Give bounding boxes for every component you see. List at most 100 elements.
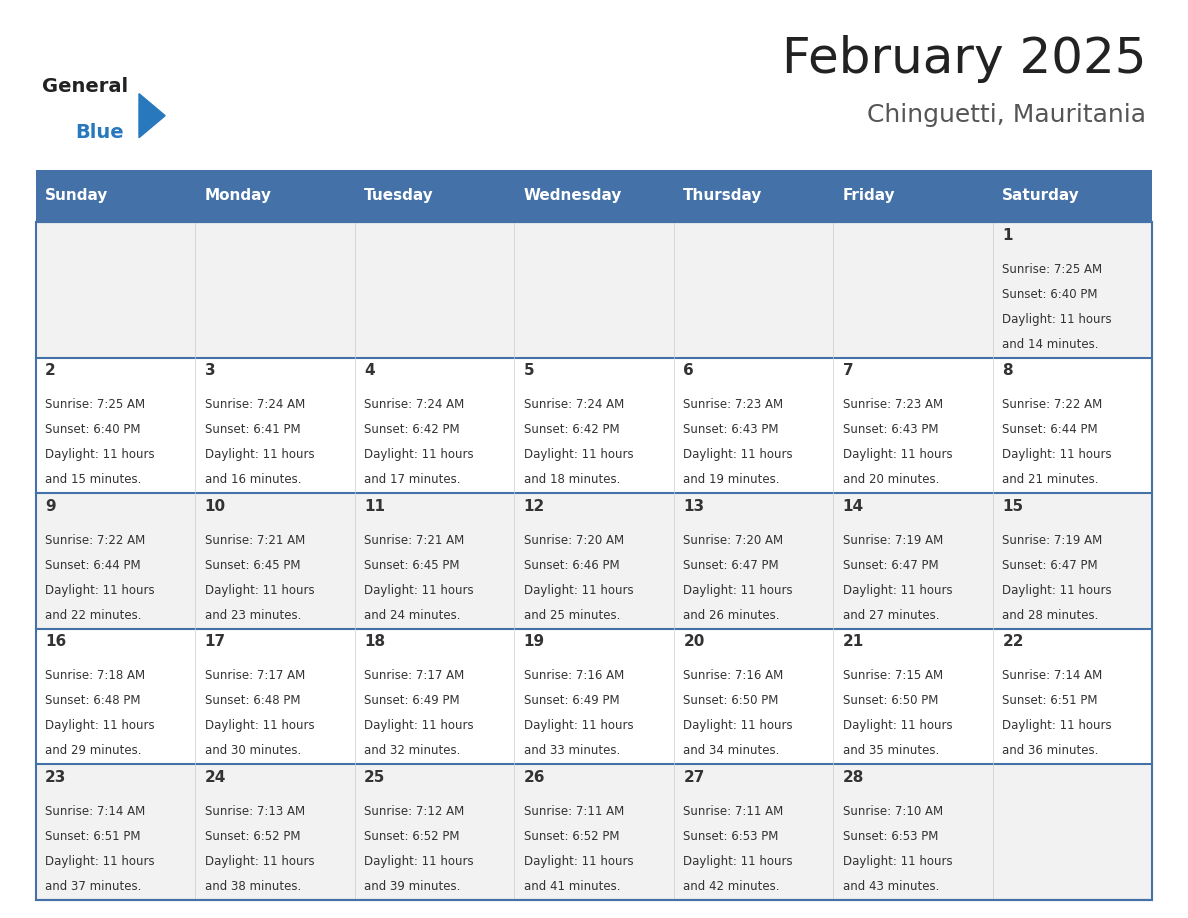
Text: 4: 4 xyxy=(365,364,375,378)
Text: 12: 12 xyxy=(524,498,545,514)
Text: and 29 minutes.: and 29 minutes. xyxy=(45,744,141,757)
Text: Sunrise: 7:15 AM: Sunrise: 7:15 AM xyxy=(842,669,943,682)
Text: Sunset: 6:40 PM: Sunset: 6:40 PM xyxy=(45,423,140,436)
Text: and 19 minutes.: and 19 minutes. xyxy=(683,474,779,487)
Text: 5: 5 xyxy=(524,364,535,378)
Text: 8: 8 xyxy=(1003,364,1013,378)
Text: Sunset: 6:47 PM: Sunset: 6:47 PM xyxy=(842,559,939,572)
Text: Daylight: 11 hours: Daylight: 11 hours xyxy=(1003,584,1112,597)
Text: and 25 minutes.: and 25 minutes. xyxy=(524,609,620,621)
Bar xyxy=(36,764,1152,900)
Text: 1: 1 xyxy=(1003,228,1013,242)
Text: Daylight: 11 hours: Daylight: 11 hours xyxy=(45,448,154,461)
Bar xyxy=(36,358,1152,493)
Text: 9: 9 xyxy=(45,498,56,514)
Text: Daylight: 11 hours: Daylight: 11 hours xyxy=(1003,719,1112,733)
Text: 2: 2 xyxy=(45,364,56,378)
Text: 11: 11 xyxy=(365,498,385,514)
Text: and 27 minutes.: and 27 minutes. xyxy=(842,609,940,621)
Text: Daylight: 11 hours: Daylight: 11 hours xyxy=(204,584,315,597)
Text: Sunrise: 7:14 AM: Sunrise: 7:14 AM xyxy=(45,804,145,818)
Text: Daylight: 11 hours: Daylight: 11 hours xyxy=(842,448,953,461)
Text: Daylight: 11 hours: Daylight: 11 hours xyxy=(365,584,474,597)
Text: Sunrise: 7:19 AM: Sunrise: 7:19 AM xyxy=(842,533,943,546)
Text: Wednesday: Wednesday xyxy=(524,188,623,204)
Text: Sunset: 6:52 PM: Sunset: 6:52 PM xyxy=(524,830,619,843)
Text: and 23 minutes.: and 23 minutes. xyxy=(204,609,301,621)
Text: Daylight: 11 hours: Daylight: 11 hours xyxy=(45,719,154,733)
Text: Sunset: 6:41 PM: Sunset: 6:41 PM xyxy=(204,423,301,436)
Bar xyxy=(36,170,1152,222)
Text: Sunrise: 7:22 AM: Sunrise: 7:22 AM xyxy=(1003,398,1102,411)
Text: Sunrise: 7:25 AM: Sunrise: 7:25 AM xyxy=(1003,263,1102,275)
Text: Sunset: 6:43 PM: Sunset: 6:43 PM xyxy=(683,423,779,436)
Text: Daylight: 11 hours: Daylight: 11 hours xyxy=(842,584,953,597)
Text: Sunrise: 7:21 AM: Sunrise: 7:21 AM xyxy=(365,533,465,546)
Text: Sunset: 6:52 PM: Sunset: 6:52 PM xyxy=(365,830,460,843)
Text: and 39 minutes.: and 39 minutes. xyxy=(365,879,461,892)
Text: and 38 minutes.: and 38 minutes. xyxy=(204,879,301,892)
Text: 28: 28 xyxy=(842,769,864,785)
Text: Friday: Friday xyxy=(842,188,896,204)
Text: and 17 minutes.: and 17 minutes. xyxy=(365,474,461,487)
Text: Sunset: 6:47 PM: Sunset: 6:47 PM xyxy=(683,559,779,572)
Text: 23: 23 xyxy=(45,769,67,785)
Text: Sunrise: 7:25 AM: Sunrise: 7:25 AM xyxy=(45,398,145,411)
Text: and 33 minutes.: and 33 minutes. xyxy=(524,744,620,757)
Text: Sunrise: 7:22 AM: Sunrise: 7:22 AM xyxy=(45,533,145,546)
Text: Sunset: 6:53 PM: Sunset: 6:53 PM xyxy=(683,830,778,843)
Text: Daylight: 11 hours: Daylight: 11 hours xyxy=(524,448,633,461)
Text: Sunset: 6:50 PM: Sunset: 6:50 PM xyxy=(683,694,778,707)
Text: Sunrise: 7:20 AM: Sunrise: 7:20 AM xyxy=(683,533,783,546)
Text: 27: 27 xyxy=(683,769,704,785)
Text: Daylight: 11 hours: Daylight: 11 hours xyxy=(842,855,953,868)
Text: 18: 18 xyxy=(365,634,385,649)
Text: 10: 10 xyxy=(204,498,226,514)
Text: Sunset: 6:49 PM: Sunset: 6:49 PM xyxy=(524,694,619,707)
Text: and 28 minutes.: and 28 minutes. xyxy=(1003,609,1099,621)
Text: Sunrise: 7:10 AM: Sunrise: 7:10 AM xyxy=(842,804,943,818)
Text: and 14 minutes.: and 14 minutes. xyxy=(1003,338,1099,351)
Text: Daylight: 11 hours: Daylight: 11 hours xyxy=(842,719,953,733)
Text: Sunset: 6:45 PM: Sunset: 6:45 PM xyxy=(365,559,460,572)
Text: and 37 minutes.: and 37 minutes. xyxy=(45,879,141,892)
Text: Sunset: 6:49 PM: Sunset: 6:49 PM xyxy=(365,694,460,707)
Text: and 30 minutes.: and 30 minutes. xyxy=(204,744,301,757)
Text: Sunrise: 7:11 AM: Sunrise: 7:11 AM xyxy=(683,804,784,818)
Text: Daylight: 11 hours: Daylight: 11 hours xyxy=(524,719,633,733)
Text: Daylight: 11 hours: Daylight: 11 hours xyxy=(683,855,792,868)
Text: and 21 minutes.: and 21 minutes. xyxy=(1003,474,1099,487)
Text: Sunday: Sunday xyxy=(45,188,108,204)
Text: Thursday: Thursday xyxy=(683,188,763,204)
Text: 19: 19 xyxy=(524,634,545,649)
Text: Sunrise: 7:17 AM: Sunrise: 7:17 AM xyxy=(204,669,305,682)
Text: General: General xyxy=(42,77,127,96)
Text: Sunrise: 7:20 AM: Sunrise: 7:20 AM xyxy=(524,533,624,546)
Text: Sunrise: 7:24 AM: Sunrise: 7:24 AM xyxy=(524,398,624,411)
Text: Sunset: 6:48 PM: Sunset: 6:48 PM xyxy=(45,694,140,707)
Text: Daylight: 11 hours: Daylight: 11 hours xyxy=(45,855,154,868)
Text: 22: 22 xyxy=(1003,634,1024,649)
Text: Sunset: 6:43 PM: Sunset: 6:43 PM xyxy=(842,423,939,436)
Text: Daylight: 11 hours: Daylight: 11 hours xyxy=(204,855,315,868)
Text: Tuesday: Tuesday xyxy=(365,188,434,204)
Text: Sunrise: 7:23 AM: Sunrise: 7:23 AM xyxy=(842,398,943,411)
Text: Sunrise: 7:16 AM: Sunrise: 7:16 AM xyxy=(524,669,624,682)
Text: Saturday: Saturday xyxy=(1003,188,1080,204)
Text: Daylight: 11 hours: Daylight: 11 hours xyxy=(1003,313,1112,326)
Text: and 35 minutes.: and 35 minutes. xyxy=(842,744,939,757)
Text: 13: 13 xyxy=(683,498,704,514)
Text: Daylight: 11 hours: Daylight: 11 hours xyxy=(365,719,474,733)
Text: Sunset: 6:42 PM: Sunset: 6:42 PM xyxy=(365,423,460,436)
Text: Sunrise: 7:21 AM: Sunrise: 7:21 AM xyxy=(204,533,305,546)
Text: and 15 minutes.: and 15 minutes. xyxy=(45,474,141,487)
Text: and 26 minutes.: and 26 minutes. xyxy=(683,609,779,621)
Bar xyxy=(36,222,1152,900)
Text: Sunrise: 7:16 AM: Sunrise: 7:16 AM xyxy=(683,669,784,682)
Text: Daylight: 11 hours: Daylight: 11 hours xyxy=(683,448,792,461)
Text: 26: 26 xyxy=(524,769,545,785)
Text: Sunrise: 7:24 AM: Sunrise: 7:24 AM xyxy=(365,398,465,411)
Text: Daylight: 11 hours: Daylight: 11 hours xyxy=(524,584,633,597)
Text: 14: 14 xyxy=(842,498,864,514)
Bar xyxy=(36,629,1152,764)
